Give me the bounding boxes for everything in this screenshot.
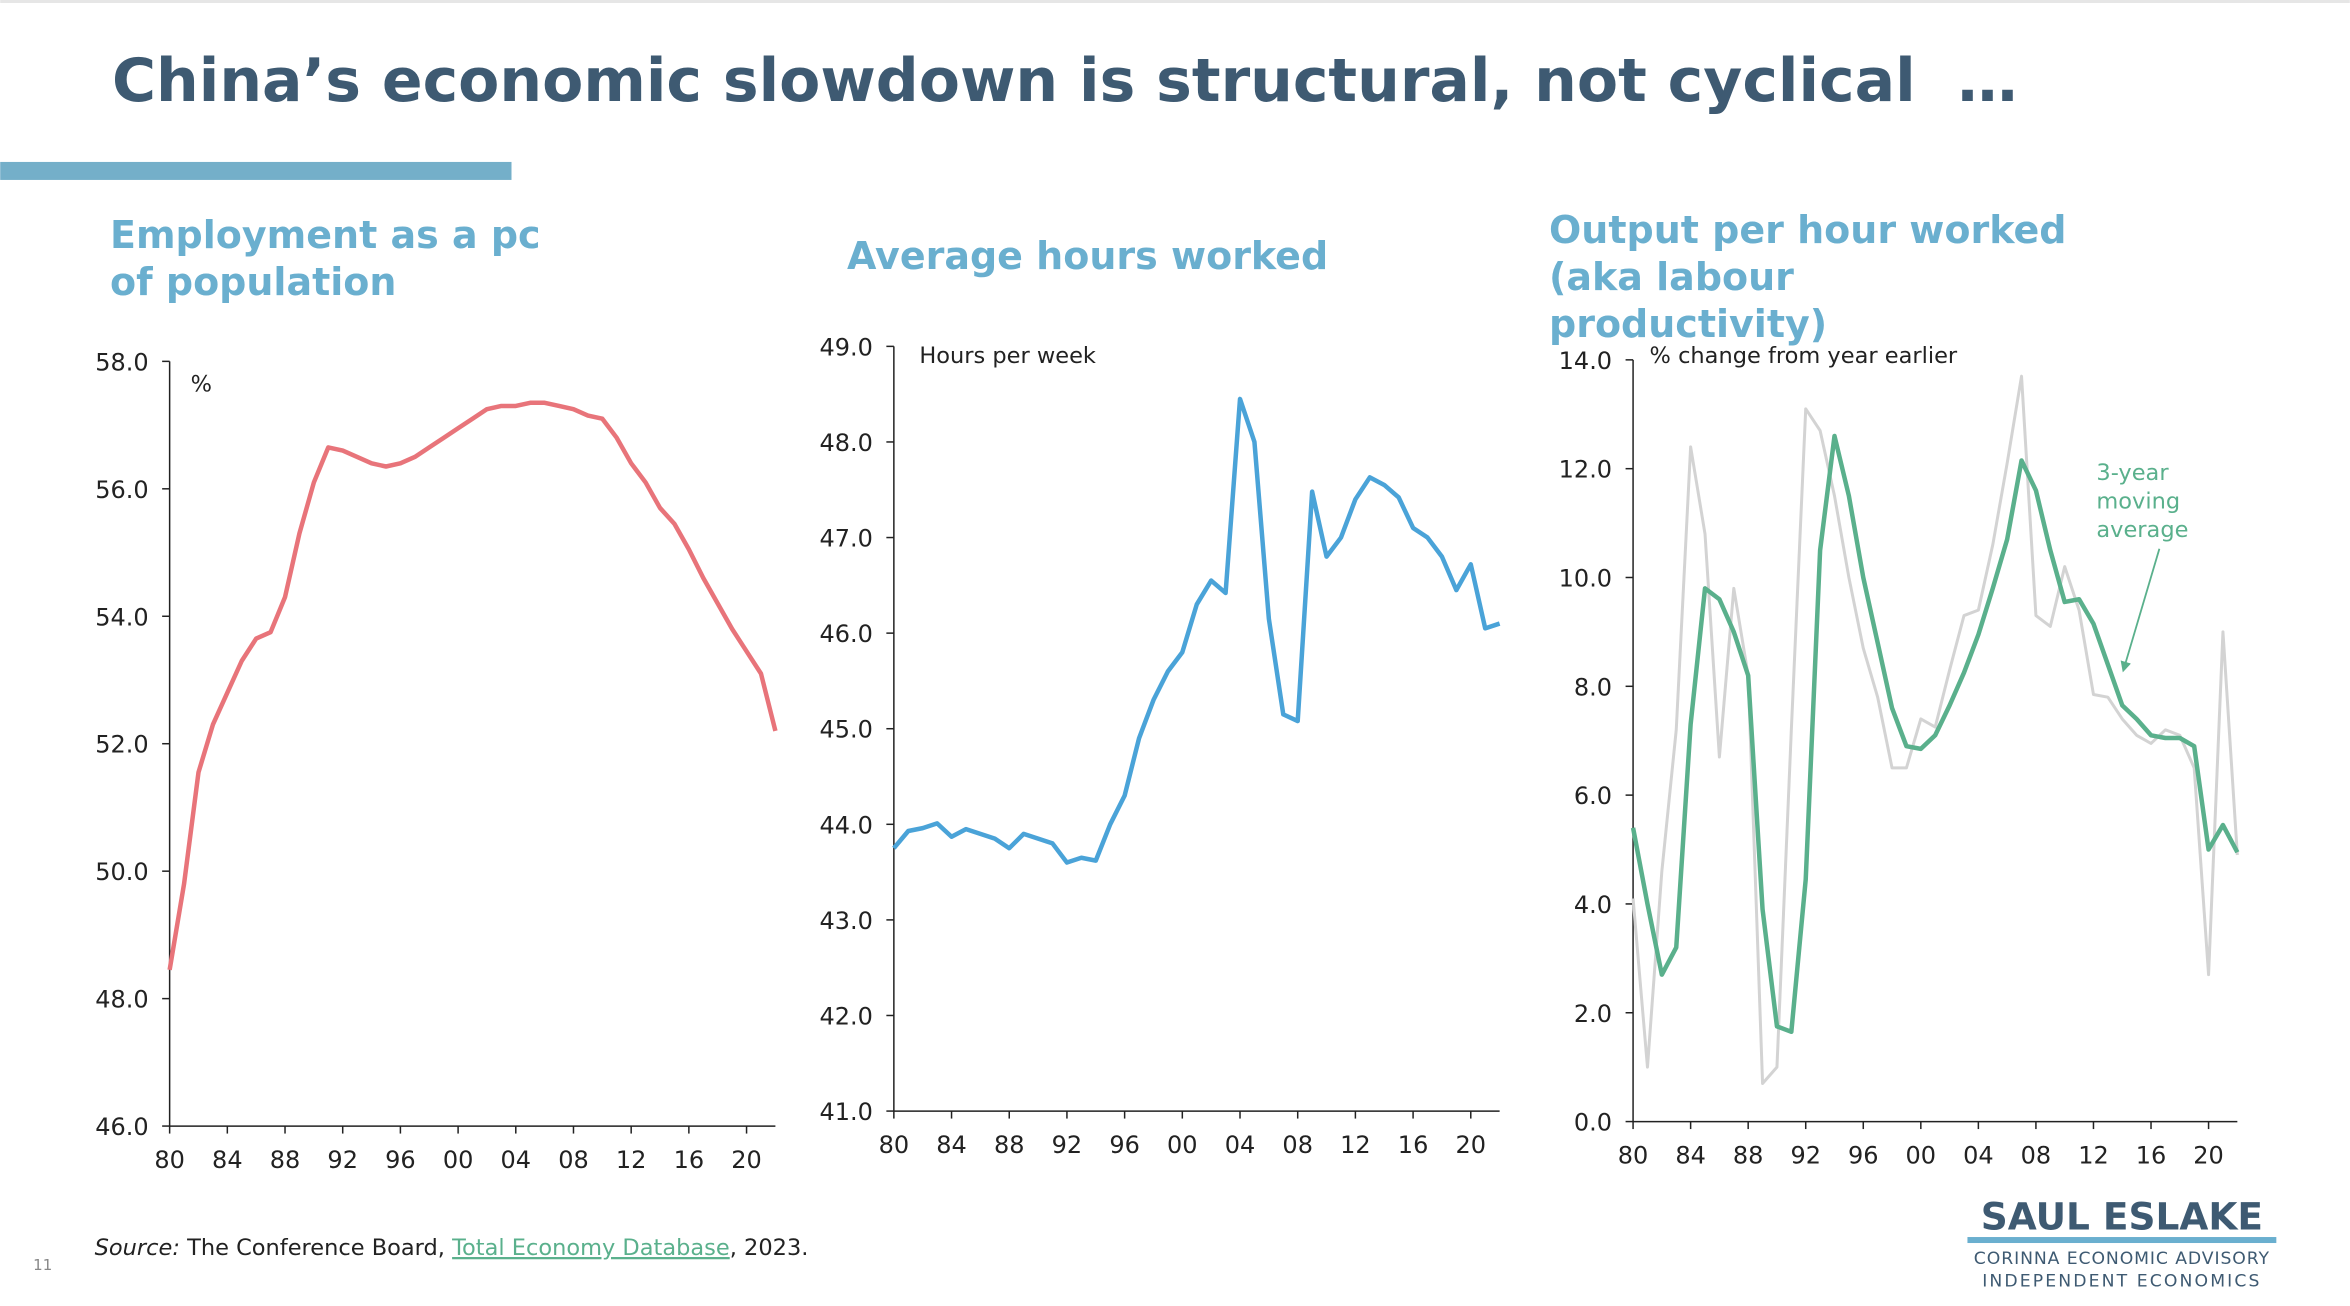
source-suffix: , 2023.: [730, 1235, 809, 1261]
y-tick-label: 54.0: [95, 603, 148, 631]
y-tick-label: 52.0: [95, 731, 148, 759]
y-tick-label: 49.0: [819, 333, 872, 361]
x-tick-label: 16: [1398, 1131, 1429, 1159]
y-tick-label: 42.0: [819, 1002, 872, 1030]
source: Source: The Conference Board, Total Econ…: [95, 1235, 809, 1261]
x-tick-label: 12: [2078, 1142, 2109, 1170]
x-tick-label: 00: [1167, 1131, 1198, 1159]
x-tick-label: 96: [1848, 1142, 1879, 1170]
x-tick-label: 20: [1456, 1131, 1487, 1159]
source-link[interactable]: Total Economy Database: [451, 1235, 730, 1261]
unit-label: Hours per week: [919, 343, 1096, 369]
x-tick-label: 92: [1790, 1142, 1821, 1170]
y-tick-label: 50.0: [95, 858, 148, 886]
x-tick-label: 80: [154, 1146, 185, 1174]
accent-bar: [0, 161, 512, 180]
logo-line: INDEPENDENT ECONOMICS: [1982, 1272, 2261, 1292]
y-tick-label: 6.0: [1574, 782, 1612, 810]
x-tick-label: 00: [1906, 1142, 1937, 1170]
logo-rule: [1967, 1237, 2277, 1244]
x-tick-label: 84: [936, 1131, 967, 1159]
x-tick-label: 08: [2021, 1142, 2052, 1170]
chart-title: Average hours worked: [847, 234, 1329, 278]
x-tick-label: 88: [270, 1146, 301, 1174]
y-tick-label: 43.0: [819, 907, 872, 935]
x-tick-label: 80: [1618, 1142, 1649, 1170]
x-tick-label: 08: [1282, 1131, 1313, 1159]
y-tick-label: 48.0: [819, 429, 872, 457]
annotation: average: [2096, 517, 2188, 543]
y-tick-label: 14.0: [1559, 347, 1612, 375]
x-tick-label: 92: [327, 1146, 358, 1174]
x-tick-label: 84: [1675, 1142, 1706, 1170]
y-tick-label: 8.0: [1574, 673, 1612, 701]
x-tick-label: 16: [2136, 1142, 2167, 1170]
y-tick-label: 0.0: [1574, 1109, 1612, 1137]
x-tick-label: 04: [1963, 1142, 1994, 1170]
source-text: [180, 1235, 187, 1261]
data-line: [1630, 433, 2240, 1035]
data-line: [167, 400, 778, 971]
annotation: moving: [2096, 488, 2180, 514]
logo-name: SAUL ESLAKE: [1981, 1195, 2263, 1239]
data-line: [892, 396, 1501, 865]
x-tick-label: 92: [1052, 1131, 1083, 1159]
x-tick-label: 80: [879, 1131, 910, 1159]
y-tick-label: 56.0: [95, 476, 148, 504]
top-edge: [0, 0, 2350, 3]
chart-title: Output per hour worked (aka labour produ…: [1549, 208, 2067, 346]
source-label: Source:: [95, 1235, 180, 1261]
x-tick-label: 12: [1340, 1131, 1371, 1159]
y-tick-label: 46.0: [819, 620, 872, 648]
y-tick-label: 4.0: [1574, 891, 1612, 919]
x-tick-label: 20: [2193, 1142, 2224, 1170]
y-tick-label: 2.0: [1574, 1000, 1612, 1028]
x-tick-label: 08: [558, 1146, 589, 1174]
x-tick-label: 96: [1109, 1131, 1140, 1159]
y-tick-label: 41.0: [819, 1098, 872, 1126]
chart-title: Employment as a pc of population: [110, 213, 541, 304]
source-text: The Conference Board,: [186, 1235, 452, 1261]
x-tick-label: 00: [443, 1146, 474, 1174]
y-tick-label: 10.0: [1559, 564, 1612, 592]
x-tick-label: 04: [1225, 1131, 1256, 1159]
x-tick-label: 16: [674, 1146, 705, 1174]
y-tick-label: 46.0: [95, 1113, 148, 1141]
page-number: 11: [33, 1256, 52, 1274]
x-tick-label: 88: [994, 1131, 1025, 1159]
y-tick-label: 45.0: [819, 716, 872, 744]
x-tick-label: 88: [1733, 1142, 1764, 1170]
unit-label: %: [191, 371, 212, 397]
x-tick-label: 04: [501, 1146, 532, 1174]
y-tick-label: 47.0: [819, 525, 872, 553]
page-title: China’s economic slowdown is structural,…: [112, 46, 2018, 116]
annotation: 3-year: [2096, 460, 2169, 486]
unit-label: % change from year earlier: [1650, 343, 1958, 369]
y-tick-label: 48.0: [95, 986, 148, 1014]
y-tick-label: 12.0: [1559, 456, 1612, 484]
x-tick-label: 20: [731, 1146, 762, 1174]
y-tick-label: 44.0: [819, 811, 872, 839]
x-tick-label: 84: [212, 1146, 243, 1174]
x-tick-label: 12: [616, 1146, 647, 1174]
annotation-arrow: [2120, 548, 2161, 673]
y-tick-label: 58.0: [95, 348, 148, 376]
x-tick-label: 96: [385, 1146, 416, 1174]
data-line: [1631, 374, 2239, 1085]
logo-line: CORINNA ECONOMIC ADVISORY: [1974, 1249, 2270, 1269]
